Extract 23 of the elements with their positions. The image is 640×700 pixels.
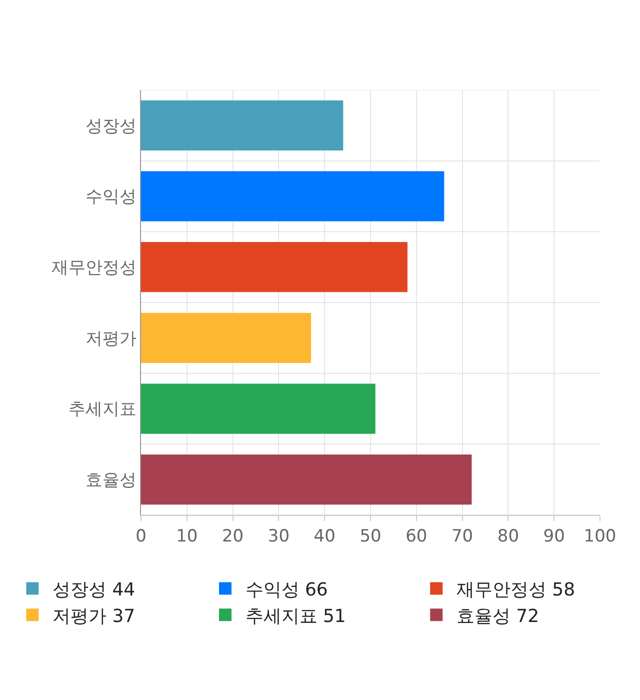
legend-label: 성장성 44	[52, 579, 136, 600]
x-tick-label: 0	[136, 526, 146, 546]
legend-label: 수익성 66	[245, 579, 328, 600]
x-tick-label: 100	[584, 526, 616, 546]
y-tick-label: 성장성	[86, 116, 137, 136]
legend-label: 효율성 72	[456, 606, 540, 627]
y-tick-label: 추세지표	[68, 400, 137, 420]
x-tick-label: 30	[268, 526, 290, 546]
y-tick-label: 저평가	[86, 328, 137, 349]
legend-label: 저평가 37	[52, 606, 136, 627]
x-tick-label: 10	[176, 526, 198, 546]
y-tick-label: 수익성	[86, 187, 137, 208]
x-tick-label: 50	[360, 526, 382, 546]
legend-label: 재무안정성 58	[456, 579, 576, 600]
x-tick-label: 80	[497, 526, 520, 546]
x-tick-label: 20	[222, 526, 244, 546]
y-tick-label: 재무안정성	[52, 258, 137, 278]
legend-label: 추세지표 51	[245, 606, 346, 627]
x-tick-label: 70	[451, 526, 474, 546]
x-tick-label: 40	[314, 526, 336, 546]
y-tick-label: 효율성	[86, 470, 137, 491]
x-tick-label: 60	[406, 526, 428, 546]
x-tick-label: 90	[543, 526, 565, 546]
